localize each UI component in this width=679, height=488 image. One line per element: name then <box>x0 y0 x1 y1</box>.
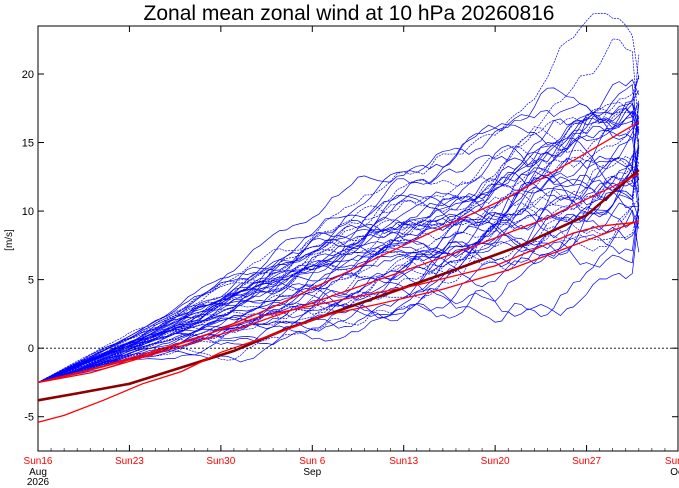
y-tick-label: 0 <box>28 343 34 355</box>
highlighted-series <box>37 121 640 423</box>
y-axis: -5 0 5 10 15 20 <box>22 69 678 424</box>
x-tick-label: Sun23 <box>115 456 144 467</box>
x-tick-year-label: 2026 <box>27 477 50 488</box>
red-series-line <box>37 173 640 384</box>
ensemble-member-line <box>37 100 640 383</box>
y-tick-label: -5 <box>24 412 34 424</box>
red-series-line <box>37 121 640 384</box>
x-tick-label: Sun 4 <box>665 456 679 467</box>
x-tick-month-label: Aug <box>29 467 47 478</box>
plot-frame <box>37 25 679 452</box>
x-tick-label: Sun13 <box>389 456 418 467</box>
ensemble-member-line <box>37 174 639 383</box>
y-tick-label: 20 <box>22 69 34 81</box>
ensemble-member-line <box>37 76 640 383</box>
ensemble-member-line <box>37 150 640 383</box>
x-tick-label: Sun20 <box>481 456 510 467</box>
ensemble-member-line <box>37 38 640 383</box>
ensemble-member-line <box>37 13 640 383</box>
ensemble-member-line <box>37 102 640 383</box>
x-tick-label: Sun 6 <box>299 456 326 467</box>
ensemble-member-line <box>37 215 640 383</box>
ensemble-member-line <box>37 102 640 383</box>
ensemble-member-line <box>37 146 640 383</box>
ensemble-member-line <box>37 120 640 383</box>
x-tick-month-label: Oct <box>670 467 679 478</box>
y-tick-label: 15 <box>22 138 34 150</box>
x-tick-month-label: Sep <box>303 467 321 478</box>
ensemble-member-line <box>37 137 640 383</box>
ensemble-member-line <box>37 161 640 383</box>
red-series-line <box>37 221 639 384</box>
y-tick-label: 5 <box>28 275 34 287</box>
red-series-line <box>37 220 640 423</box>
ensemble-member-line <box>37 198 640 383</box>
ensemble-member-line <box>37 54 640 383</box>
ensemble-member-line <box>37 144 640 383</box>
y-axis-label: [m/s] <box>4 229 15 251</box>
ensemble-member-line <box>37 111 640 383</box>
x-tick-label: Sun30 <box>206 456 235 467</box>
x-tick-label: Sun16 <box>24 456 53 467</box>
ensemble-member-line <box>37 108 640 383</box>
x-tick-label: Sun27 <box>572 456 601 467</box>
chart-title: Zonal mean zonal wind at 10 hPa 20260816 <box>144 2 555 25</box>
ensemble-members <box>37 13 640 383</box>
ensemble-member-line <box>37 175 640 383</box>
ensemble-member-line <box>37 90 640 383</box>
y-tick-label: 10 <box>22 206 34 218</box>
ensemble-member-line <box>37 165 640 383</box>
ensemble-member-line <box>37 107 640 383</box>
